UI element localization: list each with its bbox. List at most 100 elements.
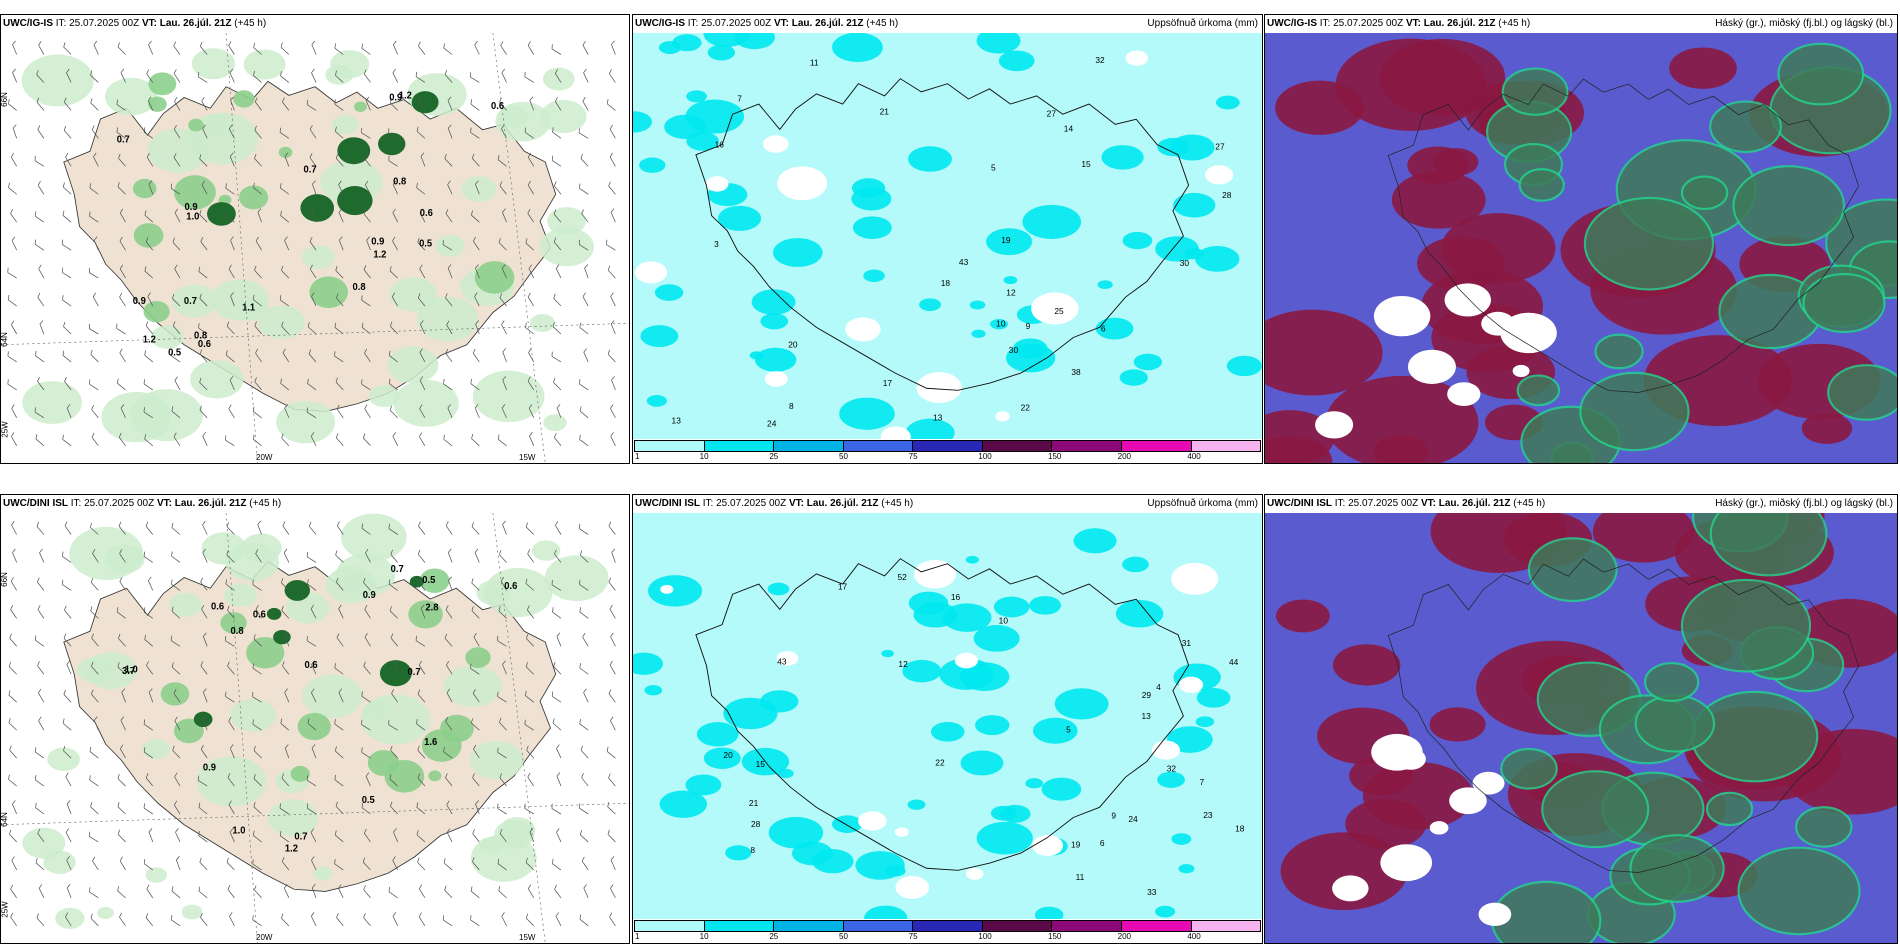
colorbar-swatch (774, 441, 844, 451)
wind-barb-icon (119, 236, 126, 251)
mid-cloud-area (1265, 309, 1383, 396)
wind-barb-icon (64, 377, 72, 391)
wind-barb-icon (144, 634, 153, 647)
wind-barb-icon (38, 41, 45, 55)
accum-area (985, 228, 1033, 256)
wind-barb-icon (307, 718, 317, 731)
wind-barb-icon (36, 70, 45, 83)
accum-value-label: 23 (1203, 811, 1213, 820)
accum-area (696, 722, 739, 747)
mid-cloud-area (1362, 762, 1474, 830)
mid-cloud-area (1391, 171, 1486, 229)
wind-barb-icon (146, 152, 154, 167)
wind-barb-icon (146, 661, 154, 675)
lead-time: (+45 h) (249, 498, 282, 509)
precip-area (300, 194, 335, 222)
wind-barb-icon (7, 379, 17, 391)
colorbar-swatch (1052, 441, 1122, 451)
wind-barb-icon (497, 154, 507, 167)
wind-barb-icon (417, 745, 426, 759)
precip-value-label: 1.1 (242, 302, 256, 313)
wind-barb-icon (447, 404, 453, 419)
wind-barb-icon (500, 576, 507, 591)
precip-value-label: 0.8 (231, 626, 244, 637)
wind-barb-icon (501, 404, 507, 419)
accum-area (686, 131, 719, 151)
panel-header: UWC/DINI ISL IT: 25.07.2025 00Z VT: Lau.… (3, 497, 625, 511)
accum-area (975, 715, 1010, 736)
wind-barb-icon (254, 153, 262, 167)
precip-value-label: 0.9 (185, 202, 198, 213)
accum-value-label: 9 (1026, 322, 1031, 331)
wind-barb-icon (610, 404, 616, 419)
high-cloud-area (1500, 747, 1558, 790)
wind-barb-icon (363, 69, 371, 83)
wind-barb-icon (419, 432, 426, 446)
precip-value-label: 0.6 (198, 339, 211, 350)
wind-barb-icon (610, 884, 616, 899)
wind-barb-icon (252, 434, 262, 447)
accum-area (1032, 717, 1078, 744)
wind-barb-icon (11, 856, 18, 871)
wind-barb-icon (528, 404, 535, 419)
accum-value-label: 18 (1235, 825, 1245, 834)
wind-barb-icon (527, 549, 535, 563)
wind-barb-icon (446, 800, 453, 815)
accum-area (993, 596, 1030, 618)
wind-barb-icon (579, 719, 589, 731)
wind-barb-icon (225, 691, 235, 703)
wind-barb-icon (117, 801, 126, 815)
accum-area (1022, 204, 1082, 239)
colorbar-tick-label: 100 (978, 452, 992, 461)
wind-barb-icon (311, 688, 317, 703)
wind-barb-icon (608, 577, 616, 591)
wind-barb-icon (37, 292, 45, 307)
wind-barb-icon (447, 180, 453, 195)
wind-barb-icon (9, 633, 17, 647)
precip-value-label: 1.0 (186, 212, 199, 223)
accum-value-label: 6 (1101, 325, 1106, 334)
wind-barb-icon (388, 523, 398, 535)
wind-barb-icon (66, 660, 72, 675)
wind-barb-icon (335, 550, 344, 563)
wind-barb-icon (582, 632, 589, 647)
vt-value: Lau. 26.júl. 21Z (174, 498, 247, 509)
wind-barb-icon (61, 579, 72, 591)
precip-area (484, 567, 553, 618)
no-precip-area (705, 176, 729, 192)
wind-barb-icon (62, 434, 72, 447)
wind-barb-icon (254, 885, 262, 899)
wind-barb-icon (443, 43, 453, 55)
wind-barb-icon (579, 183, 589, 195)
wind-barb-icon (89, 775, 99, 787)
wind-barb-icon (390, 321, 398, 335)
precip-area (331, 115, 359, 135)
accum-area (658, 41, 682, 55)
precip-value-label: 1.6 (424, 737, 437, 748)
precip-value-label: 0.6 (211, 602, 224, 613)
accum-value-label: 13 (1141, 712, 1151, 721)
wind-barb-icon (8, 690, 17, 703)
mid-cloud-area (1407, 146, 1469, 184)
high-cloud-area (1541, 770, 1650, 849)
wind-barb-icon (579, 406, 589, 419)
precip-area (230, 698, 276, 732)
mid-cloud-area (1325, 375, 1479, 463)
colorbar-tick-label: 50 (839, 932, 848, 941)
lat-label-66n: 66N (0, 92, 9, 107)
high-cloud-area (1802, 273, 1886, 333)
clear-sky-area (1447, 382, 1481, 406)
wind-barb-icon (143, 719, 153, 731)
lead-time: (+45 h) (866, 18, 899, 29)
wind-barb-icon (200, 577, 208, 591)
wind-barb-icon (364, 404, 371, 419)
panel-title: Uppsöfnuð úrkoma (mm) (1147, 498, 1258, 509)
precip-area (105, 77, 158, 116)
vt-label: VT: (1405, 18, 1421, 29)
wind-barb-icon (446, 660, 453, 675)
wind-barb-icon (499, 293, 507, 307)
precip-area (181, 904, 203, 920)
accum-value-label: 13 (933, 413, 943, 422)
precip-value-label: 0.7 (391, 564, 404, 575)
wind-barb-icon (447, 548, 453, 563)
